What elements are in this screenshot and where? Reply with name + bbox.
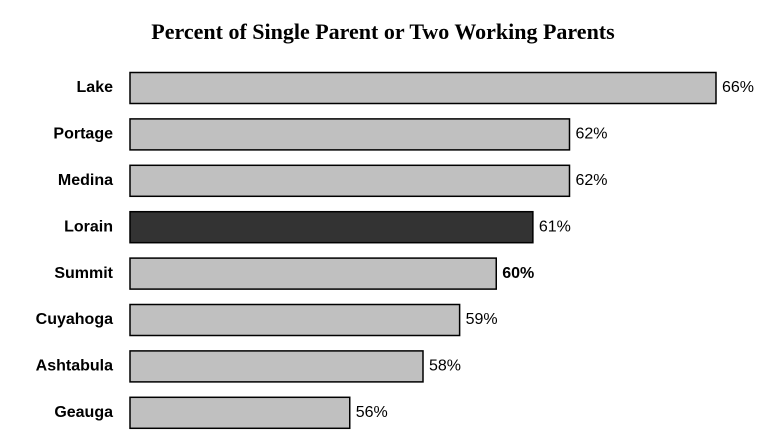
bar bbox=[129, 257, 497, 290]
value-label: 62% bbox=[576, 126, 608, 143]
value-label: 60% bbox=[502, 265, 534, 282]
value-label: 58% bbox=[429, 358, 461, 375]
category-label: Summit bbox=[54, 265, 113, 282]
category-label: Cuyahoga bbox=[36, 311, 113, 328]
value-label: 56% bbox=[356, 404, 388, 421]
bar bbox=[129, 396, 351, 430]
category-label: Medina bbox=[58, 172, 113, 189]
bar bbox=[129, 210, 534, 244]
bar bbox=[129, 303, 461, 337]
category-label: Geauga bbox=[54, 404, 113, 421]
category-label: Ashtabula bbox=[36, 358, 113, 375]
bar bbox=[129, 71, 717, 105]
value-label: 66% bbox=[722, 79, 754, 96]
category-label: Lake bbox=[77, 79, 114, 96]
bar bbox=[129, 118, 571, 151]
value-label: 61% bbox=[539, 218, 571, 235]
value-label: 62% bbox=[576, 172, 608, 189]
bar bbox=[129, 350, 424, 383]
chart-title: Percent of Single Parent or Two Working … bbox=[151, 19, 615, 44]
bar bbox=[129, 164, 571, 198]
category-label: Lorain bbox=[64, 218, 113, 235]
category-label: Portage bbox=[53, 126, 113, 143]
value-label: 59% bbox=[466, 311, 498, 328]
